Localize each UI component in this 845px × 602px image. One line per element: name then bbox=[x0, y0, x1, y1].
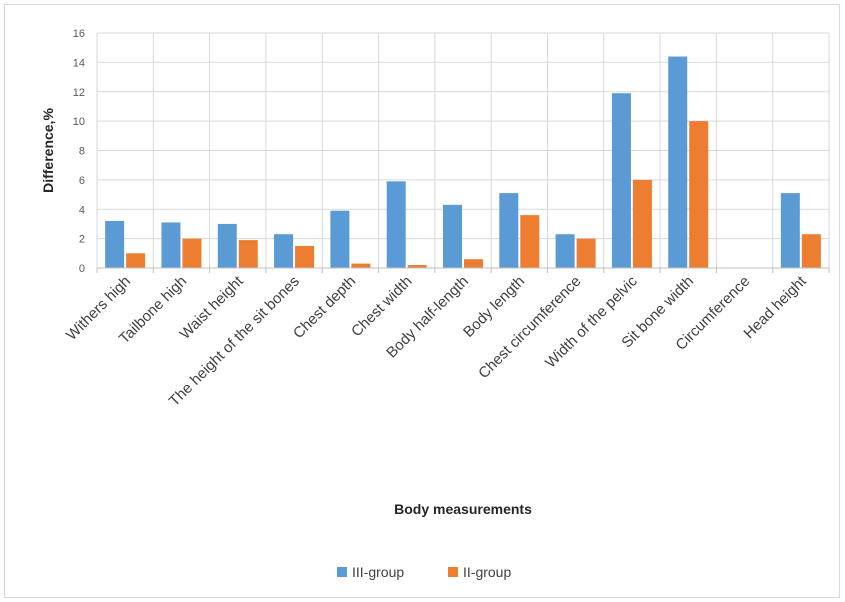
bar-series2-1 bbox=[182, 238, 202, 268]
bar-series1-3 bbox=[274, 234, 294, 268]
bar-series2-3 bbox=[295, 245, 315, 268]
y-tick-label: 10 bbox=[73, 116, 85, 128]
bar-series1-0 bbox=[105, 221, 125, 268]
bar-series2-8 bbox=[576, 238, 596, 268]
legend: III-group II-group bbox=[337, 564, 511, 580]
bars bbox=[105, 56, 821, 268]
bar-series1-6 bbox=[443, 204, 462, 268]
bar-series1-10 bbox=[668, 56, 688, 268]
y-tick-label: 2 bbox=[79, 234, 85, 246]
bar-series2-9 bbox=[632, 179, 652, 268]
y-axis-title: Difference,% bbox=[40, 108, 56, 193]
y-tick-label: 14 bbox=[73, 57, 85, 69]
bar-series2-2 bbox=[238, 240, 258, 268]
x-tick-label: Chest circumference bbox=[475, 273, 584, 382]
bar-series2-7 bbox=[520, 215, 540, 268]
bar-series1-5 bbox=[386, 181, 406, 268]
bar-series2-0 bbox=[126, 253, 146, 268]
bar-series1-2 bbox=[217, 223, 237, 268]
chart-frame bbox=[4, 4, 840, 598]
y-tick-label: 8 bbox=[79, 146, 85, 158]
x-axis-title: Body measurements bbox=[394, 501, 532, 517]
bar-series1-1 bbox=[161, 222, 181, 268]
y-tick-label: 6 bbox=[79, 175, 85, 187]
y-tick-label: 4 bbox=[79, 204, 85, 216]
bar-series2-6 bbox=[464, 259, 483, 268]
bar-series1-4 bbox=[330, 210, 350, 268]
legend-label: II-group bbox=[463, 564, 511, 580]
bar-series1-8 bbox=[555, 234, 575, 268]
gridlines bbox=[96, 32, 830, 268]
bar-series1-9 bbox=[611, 93, 631, 268]
bar-series2-4 bbox=[351, 263, 371, 268]
legend-swatch bbox=[448, 567, 458, 577]
y-tick-label: 16 bbox=[73, 28, 85, 40]
bar-series2-5 bbox=[407, 265, 427, 268]
y-axis-ticks: 0 2 4 6 8 10 12 14 16 bbox=[73, 28, 85, 275]
y-tick-label: 12 bbox=[73, 87, 85, 99]
legend-swatch bbox=[337, 567, 347, 577]
legend-label: III-group bbox=[352, 564, 404, 580]
bar-series2-12 bbox=[801, 234, 821, 268]
y-tick-label: 0 bbox=[79, 263, 85, 275]
bar-series1-12 bbox=[780, 193, 800, 268]
bar-series2-10 bbox=[689, 121, 709, 268]
x-axis-tick-marks bbox=[96, 268, 830, 273]
bar-series1-7 bbox=[499, 193, 519, 268]
